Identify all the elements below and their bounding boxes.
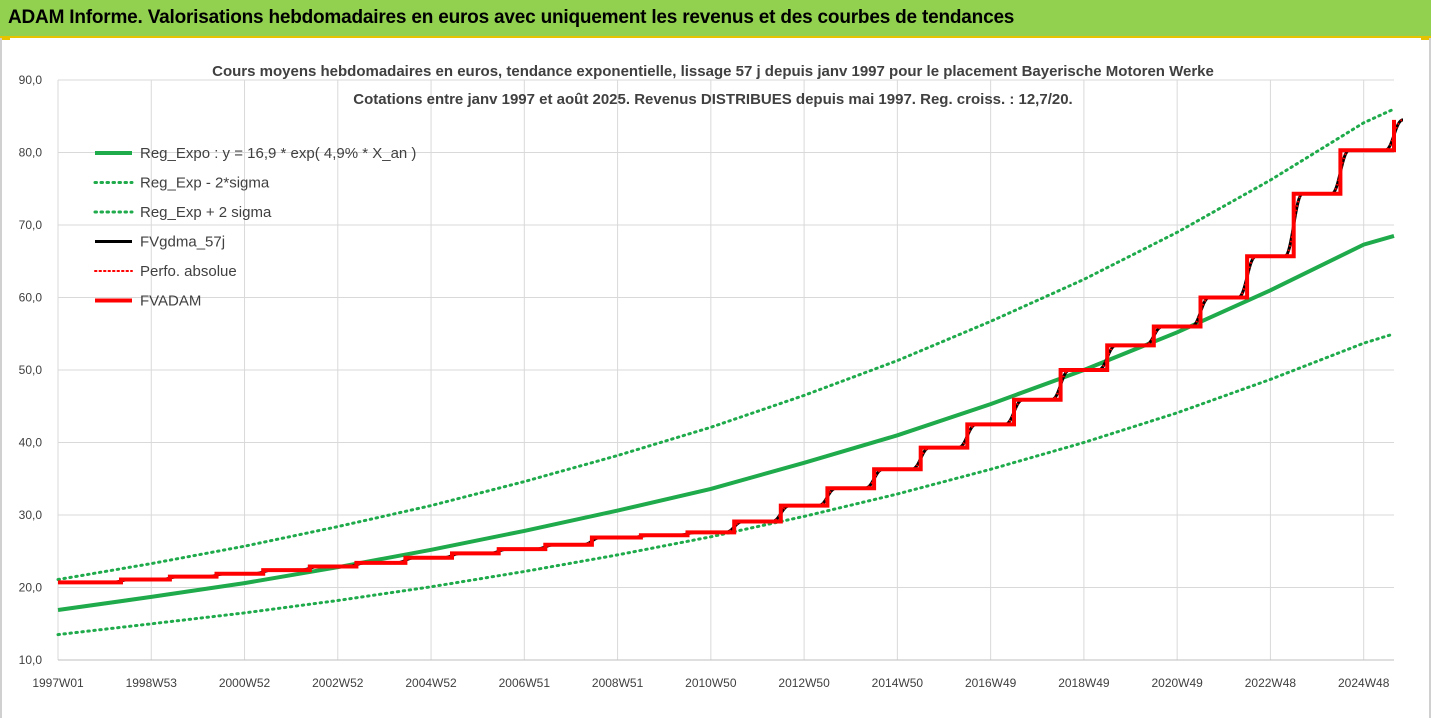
x-tick-label: 2016W49 xyxy=(965,676,1017,690)
corner-mark-left xyxy=(0,36,10,40)
x-tick-label: 2008W51 xyxy=(592,676,644,690)
y-tick-label: 90,0 xyxy=(19,73,43,87)
legend: Reg_Expo : y = 16,9 * exp( 4,9% * X_an )… xyxy=(93,145,416,310)
frame-left xyxy=(0,38,2,718)
report-header: ADAM Informe. Valorisations hebdomadaire… xyxy=(0,0,1431,38)
chart-title-line-1: Cours moyens hebdomadaires en euros, ten… xyxy=(212,63,1214,80)
y-axis-ticks: 10,0 20,0 30,0 40,0 50,0 60,0 70,0 80,0 90,0 xyxy=(19,73,43,667)
x-tick-label: 2022W48 xyxy=(1245,676,1297,690)
x-tick-label: 2024W48 xyxy=(1338,676,1390,690)
frame-right xyxy=(1429,38,1431,718)
x-tick-label: 2010W50 xyxy=(685,676,737,690)
y-tick-label: 40,0 xyxy=(19,436,43,450)
x-axis-ticks: 1997W01 1998W53 2000W52 2002W52 2004W52 2006W… xyxy=(32,676,1389,690)
series-line-2 xyxy=(56,107,1396,581)
x-tick-label: 2018W49 xyxy=(1058,676,1110,690)
x-tick-label: 1998W53 xyxy=(126,676,178,690)
y-tick-label: 50,0 xyxy=(19,363,43,377)
legend-label: FVADAM xyxy=(140,293,201,310)
y-tick-label: 30,0 xyxy=(19,508,43,522)
y-tick-label: 10,0 xyxy=(19,653,43,667)
report-title: ADAM Informe. Valorisations hebdomadaire… xyxy=(8,7,1015,28)
series-line-5 xyxy=(58,119,1396,585)
legend-label: FVgdma_57j xyxy=(140,234,225,251)
series-line-1 xyxy=(56,332,1396,637)
corner-mark-right xyxy=(1421,36,1431,40)
x-tick-label: 2014W50 xyxy=(872,676,924,690)
legend-label: Reg_Exp - 2*sigma xyxy=(140,175,270,192)
legend-label: Reg_Exp + 2 sigma xyxy=(140,204,272,221)
x-tick-label: 2002W52 xyxy=(312,676,364,690)
x-tick-label: 2020W49 xyxy=(1151,676,1203,690)
series-line-0 xyxy=(57,233,1395,612)
chart-title-line-2: Cotations entre janv 1997 et août 2025. … xyxy=(353,91,1072,108)
x-tick-label: 2000W52 xyxy=(219,676,271,690)
series-group xyxy=(56,107,1404,637)
chart: 10,0 20,0 30,0 40,0 50,0 60,0 70,0 80,0 90,0 199… xyxy=(19,63,1404,690)
grid xyxy=(57,79,1394,661)
y-tick-label: 70,0 xyxy=(19,218,43,232)
y-tick-label: 60,0 xyxy=(19,291,43,305)
y-tick-label: 20,0 xyxy=(19,581,43,595)
x-tick-label: 2012W50 xyxy=(778,676,830,690)
y-tick-label: 80,0 xyxy=(19,146,43,160)
x-tick-label: 2006W51 xyxy=(499,676,551,690)
legend-label: Perfo. absolue xyxy=(140,263,237,280)
x-tick-label: 2004W52 xyxy=(405,676,457,690)
x-tick-label: 1997W01 xyxy=(32,676,84,690)
legend-label: Reg_Expo : y = 16,9 * exp( 4,9% * X_an ) xyxy=(140,145,416,162)
